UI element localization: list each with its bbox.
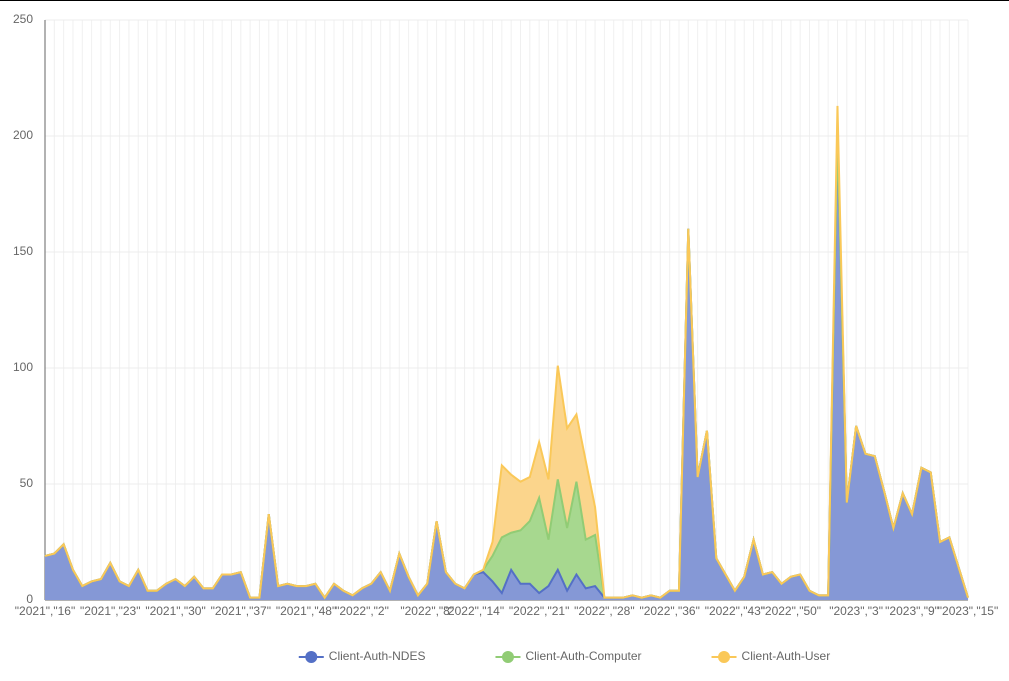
- x-tick-label: "2021","48": [276, 604, 336, 618]
- legend-item: Client-Auth-User: [711, 649, 831, 663]
- legend-label: Client-Auth-User: [742, 649, 831, 663]
- y-tick-label: 200: [13, 128, 33, 142]
- y-tick-label: 250: [13, 12, 33, 26]
- x-tick-label: "2021","30": [145, 604, 205, 618]
- x-tick-label: "2021","23": [80, 604, 140, 618]
- y-tick-label: 0: [26, 592, 33, 606]
- x-tick-label: "2022","50": [761, 604, 821, 618]
- x-tick-label: "2021","37": [211, 604, 271, 618]
- x-tick-label: "2023","3": [829, 604, 883, 618]
- x-tick-label: "2022","8": [400, 604, 454, 618]
- area: [45, 136, 968, 600]
- x-tick-label: "2022","28": [574, 604, 634, 618]
- x-tick-label: "2022","43": [705, 604, 765, 618]
- x-tick-label: "2022","2": [335, 604, 389, 618]
- area: [45, 105, 968, 598]
- legend-marker: [305, 651, 318, 663]
- legend-marker: [718, 651, 731, 663]
- x-tick-label: "2023","9": [885, 604, 939, 618]
- legend-label: Client-Auth-NDES: [329, 649, 426, 663]
- line: [44, 105, 969, 600]
- x-tick-label: "2022","36": [639, 604, 699, 618]
- legend: Client-Auth-NDES Client-Auth-Computer Clie…: [298, 649, 831, 663]
- y-tick-label: 150: [13, 244, 33, 258]
- x-tick-label: "2023","15": [938, 604, 998, 618]
- y-tick-label: 50: [20, 476, 34, 490]
- x-tick-label: "2022","14": [444, 604, 504, 618]
- y-tick-label: 100: [13, 360, 33, 374]
- legend-marker: [501, 651, 514, 663]
- x-tick-label: "2021","16": [15, 604, 75, 618]
- legend-label: Client-Auth-Computer: [525, 649, 641, 663]
- legend-item: Client-Auth-Computer: [495, 649, 642, 663]
- legend-item: Client-Auth-NDES: [298, 649, 426, 663]
- x-tick-label: "2022","21": [509, 604, 569, 618]
